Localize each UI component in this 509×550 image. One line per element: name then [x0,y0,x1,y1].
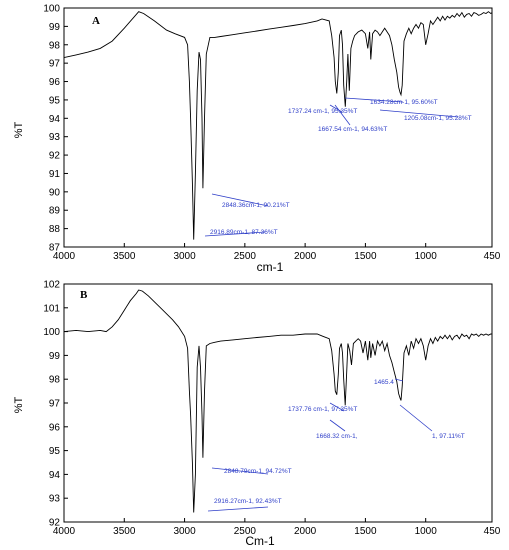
y-axis-title-a: %T [13,121,25,138]
y-tick-label: 95 [49,446,61,457]
spectrum-line-b [63,289,492,513]
y-tick-label: 100 [43,4,60,15]
ticks-b: 92 93 94 95 96 97 98 99 100 101 102 4000 3500 3000 250… [43,280,500,538]
annotations-a: 2848.36cm-1, 90.21%T 2916.89cm-1, 87.36%T… [204,97,472,237]
x-tick-label: 450 [484,526,501,537]
y-tick-label: 92 [49,151,61,162]
y-tick-label: 97 [49,59,61,70]
x-axis-title-b: Cm-1 [245,534,275,548]
annotation-leader [329,419,346,432]
x-tick-label: 1500 [354,526,377,537]
x-tick-label: 2500 [234,526,257,537]
y-tick-label: 87 [49,243,61,254]
annotation-label: 1667.54 cm-1, 94.63%T [318,126,387,133]
annotation-leader [211,467,269,475]
x-tick-label: 2000 [294,251,317,262]
annotation-label: 2848.79cm-1, 94.72%T [224,468,292,475]
x-tick-label: 450 [484,251,501,262]
annotation-label: 1737.76 cm-1, 97.35%T [288,406,357,413]
y-tick-label: 99 [49,351,61,362]
ticks-a: 87 88 89 90 91 92 93 94 95 96 97 98 99 100 4000 3500 300… [43,4,500,263]
annotation-label: 1465.4 [374,379,394,386]
annotation-label: 1634.28cm-1, 95.60%T [370,99,438,106]
spectrum-chart-b: B %T Cm-1 92 93 94 95 96 97 98 99 100 101 102 4000 3… [13,280,501,549]
annotation-leader [207,506,269,512]
y-tick-label: 96 [49,422,61,433]
y-tick-label: 102 [43,280,60,291]
annotation-leader [204,231,266,237]
x-tick-label: 1000 [415,526,438,537]
x-tick-label: 4000 [53,251,76,262]
y-tick-label: 92 [49,518,61,529]
annotations-b: 2848.79cm-1, 94.72%T 2916.27cm-1, 92.43%T… [207,378,465,512]
annotation-label: 1, 97.11%T [432,433,465,440]
y-tick-label: 99 [49,22,61,33]
y-tick-label: 89 [49,206,61,217]
y-axis-title-b: %T [13,396,25,413]
x-tick-label: 3000 [173,251,196,262]
x-tick-label: 3500 [113,526,136,537]
x-axis-title-a: cm-1 [257,260,284,274]
annotation-leader [379,109,459,118]
plot-frame-a [63,7,493,248]
annotation-leader [394,378,404,382]
y-tick-label: 88 [49,224,61,235]
annotation-label: 1205.08cm-1, 95.28%T [404,115,472,122]
y-tick-label: 101 [43,303,60,314]
annotation-leader [329,104,343,113]
panel-label-b: B [80,289,88,301]
annotation-leader [344,97,404,103]
y-tick-label: 96 [49,77,61,88]
x-tick-label: 1000 [415,251,438,262]
x-tick-label: 2000 [294,526,317,537]
spectrum-chart-a: A %T cm-1 87 88 89 90 91 92 93 94 95 96 97 98 99 100 4… [13,4,501,275]
y-tick-label: 95 [49,95,61,106]
y-tick-label: 94 [49,114,61,125]
y-tick-label: 94 [49,470,61,481]
annotation-label: 2916.27cm-1, 92.43%T [214,498,282,505]
annotation-label: 2916.89cm-1, 87.36%T [210,229,278,236]
y-tick-label: 98 [49,40,61,51]
x-tick-label: 3500 [113,251,136,262]
panel-label-a: A [92,15,100,27]
y-tick-label: 91 [49,169,61,180]
y-tick-label: 93 [49,132,61,143]
annotation-label: 1737.24 cm-1, 95.35%T [288,108,357,115]
x-tick-label: 2500 [234,251,257,262]
y-tick-label: 100 [43,327,60,338]
x-tick-label: 1500 [354,251,377,262]
annotation-label: 2848.36cm-1, 90.21%T [222,202,290,209]
y-tick-label: 93 [49,494,61,505]
x-tick-label: 4000 [53,526,76,537]
annotation-leader [329,402,345,412]
annotation-leader [399,404,433,432]
annotation-leader [211,193,269,207]
y-tick-label: 98 [49,375,61,386]
y-tick-label: 97 [49,399,61,410]
y-tick-label: 90 [49,187,61,198]
panel-a: A %T cm-1 87 88 89 90 91 92 93 94 95 96 97 98 99 100 4… [13,4,501,275]
panel-b: B %T Cm-1 92 93 94 95 96 97 98 99 100 101 102 4000 3… [0,275,509,550]
plot-frame-b [63,283,493,523]
spectrum-line-a [63,11,493,240]
x-tick-label: 3000 [173,526,196,537]
annotation-leader [334,104,351,126]
annotation-label: 1668.32 cm-1, [316,433,358,440]
